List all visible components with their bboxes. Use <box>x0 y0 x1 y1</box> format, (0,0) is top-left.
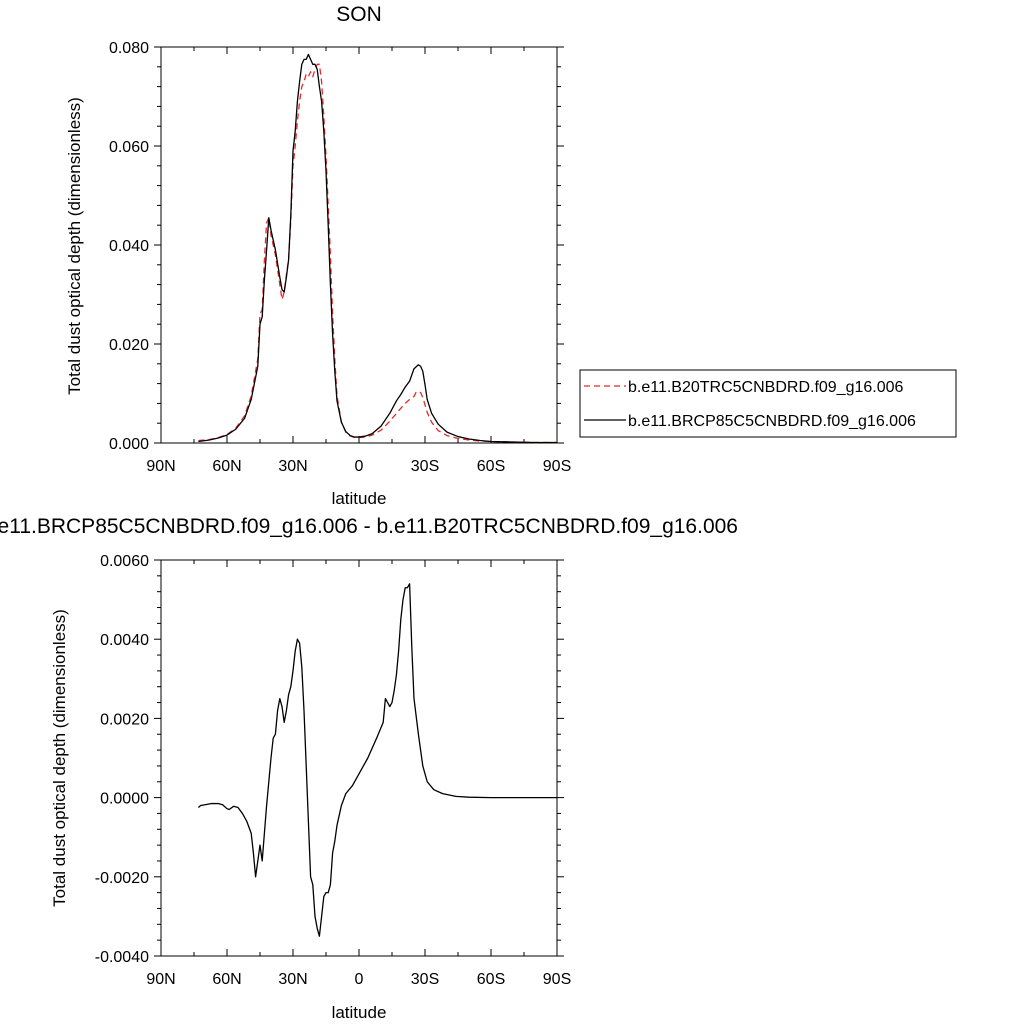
panel-top: SON Total dust optical depth (dimensionl… <box>65 3 571 508</box>
x-tick-label: 90S <box>543 458 571 475</box>
x-tick-label: 30N <box>278 458 307 475</box>
x-axis-label-top: latitude <box>332 489 387 508</box>
series-group-top <box>198 53 557 444</box>
series-line-0-0 <box>198 63 557 444</box>
legend-box <box>579 369 957 438</box>
plot-frame <box>160 46 558 444</box>
axes-bottom: 90N 60N 30N 0 30S 60S 90S -0.0040 -0.0020 0.0000 0… <box>95 553 572 988</box>
axes-top: 90N 60N 30N 0 30S 60S 90S 0.000 0.020 0.040 0.060 0… <box>109 40 571 475</box>
x-axis-label-bottom: latitude <box>332 1003 387 1022</box>
chart-title-top: SON <box>336 3 382 26</box>
y-tick-label: 0.020 <box>109 337 149 354</box>
x-tick-label: 0 <box>355 971 364 988</box>
x-tick-label: 30S <box>411 971 439 988</box>
x-tick-label: 30S <box>411 458 439 475</box>
x-tick-label: 60N <box>212 971 241 988</box>
x-tick-label: 60S <box>477 458 505 475</box>
series-line-1-0 <box>197 583 557 937</box>
y-axis-label-top: Total dust optical depth (dimensionless) <box>65 97 84 395</box>
y-tick-label: 0.0060 <box>100 553 149 570</box>
y-tick-label: 0.0000 <box>100 791 149 808</box>
legend-label-1: b.e11.BRCP85C5CNBDRD.f09_g16.006 <box>628 413 916 430</box>
y-tick-label: 0.0040 <box>100 632 149 649</box>
y-tick-label: 0.0020 <box>100 711 149 728</box>
y-tick-label: 0.040 <box>109 238 149 255</box>
panel-bottom: b.e11.BRCP85C5CNBDRD.f09_g16.006 - b.e11… <box>0 515 738 1022</box>
plot-frame <box>160 559 558 957</box>
legend: b.e11.B20TRC5CNBDRD.f09_g16.006 b.e11.BR… <box>579 369 957 438</box>
chart-title-bottom: b.e11.BRCP85C5CNBDRD.f09_g16.006 - b.e11… <box>0 515 738 538</box>
y-tick-label: 0.080 <box>109 40 149 57</box>
y-tick-label: 0.000 <box>109 436 149 453</box>
y-axis-label-bottom: Total dust optical depth (dimensionless) <box>50 609 69 907</box>
legend-label-0: b.e11.B20TRC5CNBDRD.f09_g16.006 <box>628 379 904 396</box>
y-tick-label: -0.0020 <box>95 870 149 887</box>
x-tick-label: 90N <box>146 971 175 988</box>
y-tick-label: 0.060 <box>109 139 149 156</box>
x-tick-label: 60S <box>477 971 505 988</box>
series-line-0-1 <box>198 53 557 444</box>
x-tick-label: 30N <box>278 971 307 988</box>
x-tick-label: 60N <box>212 458 241 475</box>
x-tick-label: 90N <box>146 458 175 475</box>
y-tick-label: -0.0040 <box>95 949 149 966</box>
x-tick-label: 90S <box>543 971 571 988</box>
series-group-bottom <box>197 583 557 937</box>
x-tick-label: 0 <box>355 458 364 475</box>
